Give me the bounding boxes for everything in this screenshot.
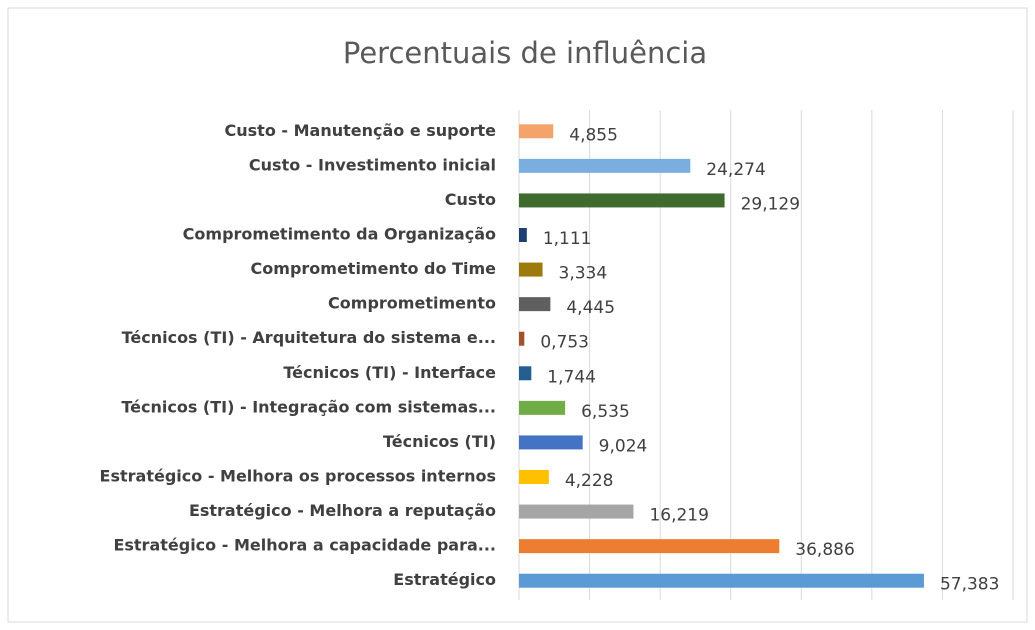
value-label: 9,024 (599, 436, 648, 456)
bar (519, 470, 549, 484)
bar (519, 331, 525, 346)
value-label: 24,274 (706, 160, 765, 180)
y-tick-label: Custo - Manutenção e suporte (225, 121, 497, 140)
y-tick-label: Estratégico - Melhora a reputação (189, 501, 496, 520)
value-label: 4,855 (569, 125, 618, 145)
bar (519, 435, 583, 450)
bar (519, 158, 691, 173)
value-label: 57,383 (940, 575, 999, 595)
value-label: 36,886 (795, 540, 854, 560)
y-tick-label: Técnicos (TI) - Integração com sistemas.… (121, 397, 496, 416)
value-label: 6,535 (581, 402, 630, 422)
chart-border (7, 7, 1028, 623)
bar (519, 262, 543, 277)
value-label: 1,744 (547, 367, 596, 387)
y-tick-label: Técnicos (TI) (383, 432, 496, 451)
chart-title: Percentuais de influência (343, 36, 707, 70)
y-tick-label: Custo - Investimento inicial (249, 155, 496, 174)
value-label: 3,334 (559, 264, 608, 284)
value-label: 1,111 (543, 229, 592, 249)
value-label: 0,753 (540, 333, 589, 353)
bar (519, 573, 924, 588)
value-label: 4,228 (565, 471, 614, 491)
y-tick-label: Estratégico (393, 570, 496, 589)
y-tick-label: Custo (445, 190, 496, 209)
bar (519, 539, 780, 554)
y-tick-label: Estratégico - Melhora a capacidade para.… (113, 536, 496, 555)
y-tick-label: Técnicos (TI) - Arquitetura do sistema e… (122, 328, 496, 347)
value-label: 29,129 (741, 194, 800, 214)
bar (519, 504, 634, 519)
bar (519, 124, 554, 139)
value-label: 16,219 (649, 506, 708, 526)
y-tick-label: Comprometimento do Time (251, 259, 497, 278)
value-label: 4,445 (566, 298, 615, 318)
bar (519, 400, 566, 415)
bar (519, 366, 532, 381)
bar (519, 297, 551, 312)
y-tick-label: Técnicos (TI) - Interface (283, 363, 496, 382)
y-tick-label: Comprometimento da Organização (183, 225, 496, 244)
y-tick-label: Comprometimento (328, 294, 496, 313)
y-tick-label: Estratégico - Melhora os processos inter… (100, 467, 496, 486)
bar (519, 193, 725, 208)
bar (519, 228, 527, 242)
